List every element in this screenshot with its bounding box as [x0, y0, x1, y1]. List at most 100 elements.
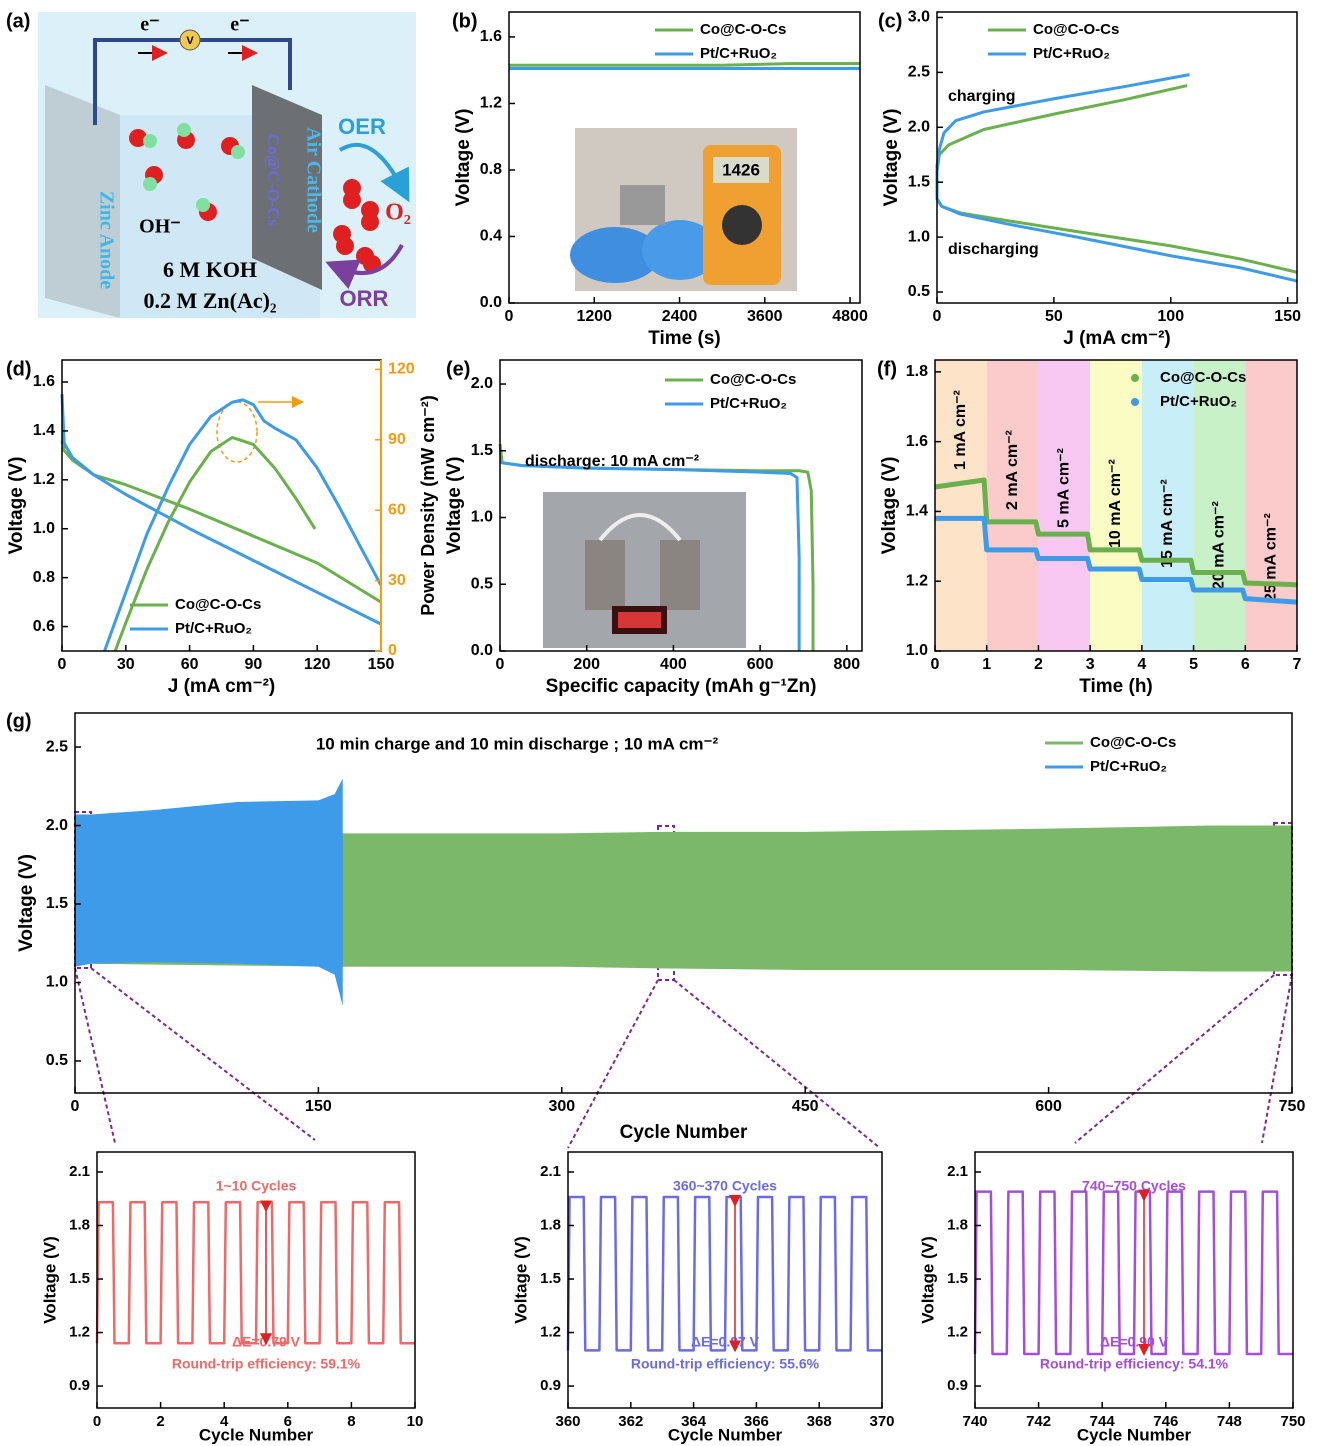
- x-axis-label: Cycle Number: [620, 1122, 748, 1143]
- y-tick-label: 1.2: [540, 1324, 561, 1341]
- legend-label: Co@C-O-Cs: [1090, 734, 1176, 751]
- schematic: (a) e⁻ e⁻ V OH⁻ 6 M KOH 0.2 M Zn(Ac)₂ Zi…: [6, 10, 416, 318]
- annotation: ΔE=0.87 V: [691, 1334, 760, 1350]
- y-tick-label: 2.0: [471, 375, 493, 392]
- legend-label: Co@C-O-Cs: [175, 596, 261, 613]
- y-tick-label: 1.8: [69, 1216, 90, 1233]
- battery: [620, 185, 665, 225]
- y2-tick-label: 120: [388, 361, 415, 378]
- series-line: [62, 394, 381, 624]
- y-tick-label: 2.1: [69, 1163, 90, 1180]
- panel-label: (b): [452, 10, 478, 32]
- photo-b: 1426: [570, 128, 797, 291]
- y-tick-label: 1.2: [69, 1324, 90, 1341]
- x-tick-label: 1: [982, 656, 991, 673]
- electrolyte-label: 6 M KOH: [163, 257, 257, 282]
- y-tick-label: 1.6: [906, 433, 928, 450]
- x-tick-label: 740: [962, 1413, 987, 1430]
- y-tick-label: 0.9: [947, 1377, 968, 1394]
- catalyst-label: Co@C-O-Cs: [264, 134, 283, 227]
- panel-label: (a): [6, 10, 30, 32]
- y2-tick-label: 90: [388, 431, 406, 448]
- x-tick-label: 50: [1045, 308, 1063, 325]
- legend-swatch: [1131, 398, 1139, 406]
- x-tick-label: 60: [181, 656, 199, 673]
- band-label: 25 mA cm⁻²: [1262, 513, 1279, 602]
- x-tick-label: 200: [573, 656, 600, 673]
- cathode-label: Air Cathode: [302, 127, 324, 233]
- y-tick-label: 1.0: [46, 974, 68, 991]
- annotation: charging: [948, 88, 1016, 105]
- y2-tick-label: 0: [388, 642, 397, 659]
- x-tick-label: 450: [792, 1098, 819, 1115]
- annotation: ΔE=0.90 V: [1100, 1334, 1169, 1350]
- band-label: 20 mA cm⁻²: [1211, 501, 1228, 590]
- connector: [1262, 975, 1292, 1143]
- y-tick-label: 1.0: [33, 520, 55, 537]
- band-label: 15 mA cm⁻²: [1159, 479, 1176, 568]
- x-tick-label: 368: [807, 1413, 832, 1430]
- y-tick-label: 1.6: [33, 373, 55, 390]
- legend-label: Co@C-O-Cs: [710, 371, 796, 388]
- y-tick-label: 1.2: [33, 471, 55, 488]
- dial: [722, 205, 762, 245]
- chart-panel: 0501001500.51.01.52.02.53.0J (mA cm⁻²)Vo…: [878, 9, 1301, 349]
- y-tick-label: 1.5: [908, 173, 930, 190]
- annotation: Round-trip efficiency: 55.6%: [631, 1356, 820, 1372]
- x-tick-label: 360: [555, 1413, 580, 1430]
- photo-e: [543, 492, 746, 648]
- annotation: discharging: [948, 241, 1039, 258]
- series-line: [975, 1192, 1293, 1354]
- legend-label: Co@C-O-Cs: [1033, 21, 1119, 38]
- y-axis-label: Voltage (V): [6, 457, 27, 555]
- y-tick-label: 1.2: [480, 95, 502, 112]
- led-glow: [618, 612, 661, 628]
- y-tick-label: 1.5: [947, 1270, 968, 1287]
- panel-label: (g): [6, 710, 32, 732]
- y-tick-label: 2.5: [908, 64, 930, 81]
- x-tick-label: 2: [1034, 656, 1043, 673]
- y-tick-label: 1.0: [906, 642, 928, 659]
- annotation: 360~370 Cycles: [673, 1178, 777, 1194]
- annotation: discharge: 10 mA cm⁻²: [525, 453, 699, 470]
- y-tick-label: 0.9: [540, 1377, 561, 1394]
- y-tick-label: 2.0: [908, 119, 930, 136]
- battery: [660, 540, 700, 610]
- legend-label: Pt/C+RuO₂: [175, 620, 252, 637]
- x-tick-label: 742: [1026, 1413, 1051, 1430]
- x-tick-label: 120: [304, 656, 331, 673]
- x-tick-label: 2: [156, 1413, 164, 1430]
- y-tick-label: 1.8: [540, 1216, 561, 1233]
- meter-reading: 1426: [722, 160, 760, 179]
- y-axis-label: Voltage (V): [918, 1236, 937, 1324]
- chart-panel: 03060901201500.60.81.01.21.41.6030609012…: [6, 358, 438, 697]
- y-axis-label: Voltage (V): [879, 457, 900, 555]
- y-axis-label: Voltage (V): [444, 457, 465, 555]
- band-label: 10 mA cm⁻²: [1107, 459, 1124, 548]
- x-tick-label: 748: [1217, 1413, 1242, 1430]
- legend-label: Co@C-O-Cs: [700, 21, 786, 38]
- y-tick-label: 1.8: [906, 363, 928, 380]
- y-tick-label: 2.1: [540, 1163, 561, 1180]
- y-tick-label: 1.6: [480, 28, 502, 45]
- x-axis-label: Time (s): [648, 328, 721, 349]
- x-tick-label: 0: [931, 656, 940, 673]
- y-tick-label: 2.1: [947, 1163, 968, 1180]
- cycling-band: [75, 778, 343, 1006]
- series-line: [509, 64, 860, 66]
- x-tick-label: 0: [933, 308, 942, 325]
- y-axis-label: Voltage (V): [511, 1236, 530, 1324]
- legend-label: Pt/C+RuO₂: [1090, 758, 1167, 775]
- chart-panel: 01503004506007500.51.01.52.02.5Cycle Num…: [6, 710, 1305, 1143]
- x-tick-label: 150: [305, 1098, 332, 1115]
- y2-tick-label: 30: [388, 572, 406, 589]
- y-tick-label: 2.5: [46, 738, 68, 755]
- annotation: Round-trip efficiency: 54.1%: [1040, 1356, 1229, 1372]
- y-tick-label: 0.5: [908, 283, 930, 300]
- x-tick-label: 1200: [576, 308, 612, 325]
- y-tick-label: 0.4: [480, 228, 502, 245]
- x-tick-label: 400: [660, 656, 687, 673]
- series-line: [105, 400, 381, 651]
- band-label: 2 mA cm⁻²: [1004, 430, 1021, 510]
